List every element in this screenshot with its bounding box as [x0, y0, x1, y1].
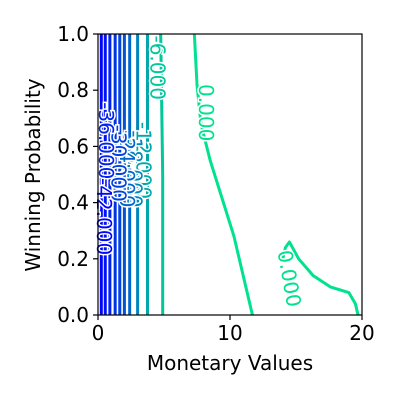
y-tick-label: 0.0 — [57, 303, 89, 327]
contour-label: -24.000 — [115, 130, 139, 207]
axis-ticks: 0 10 20 0.0 0.2 0.4 0.6 0.8 1.0 — [57, 22, 375, 345]
y-tick-label: 1.0 — [57, 22, 89, 46]
contour-label: 0.000 — [273, 248, 307, 309]
y-tick-label: 0.2 — [57, 247, 89, 271]
contour-lines — [99, 33, 360, 316]
x-tick-label: 0 — [92, 321, 105, 345]
contour-label: -12.000 — [132, 122, 156, 199]
contour-label: -18.000 — [122, 130, 146, 207]
contour-line — [192, 33, 254, 316]
contour-line — [281, 240, 360, 316]
contour-label: -6.000 — [145, 35, 169, 99]
x-tick-label: 20 — [349, 321, 374, 345]
y-tick-label: 0.6 — [57, 134, 89, 158]
y-axis-label: Winning Probability — [21, 78, 45, 271]
y-tick-label: 0.8 — [57, 78, 89, 102]
x-tick-label: 10 — [217, 321, 242, 345]
contour-line — [159, 33, 165, 315]
x-axis-label: Monetary Values — [147, 351, 313, 375]
contour-label: -42.000 — [92, 178, 116, 255]
y-tick-label: 0.4 — [57, 191, 89, 215]
contour-label: -30.000 — [106, 125, 130, 202]
contour-label: 0.000 — [194, 84, 218, 141]
